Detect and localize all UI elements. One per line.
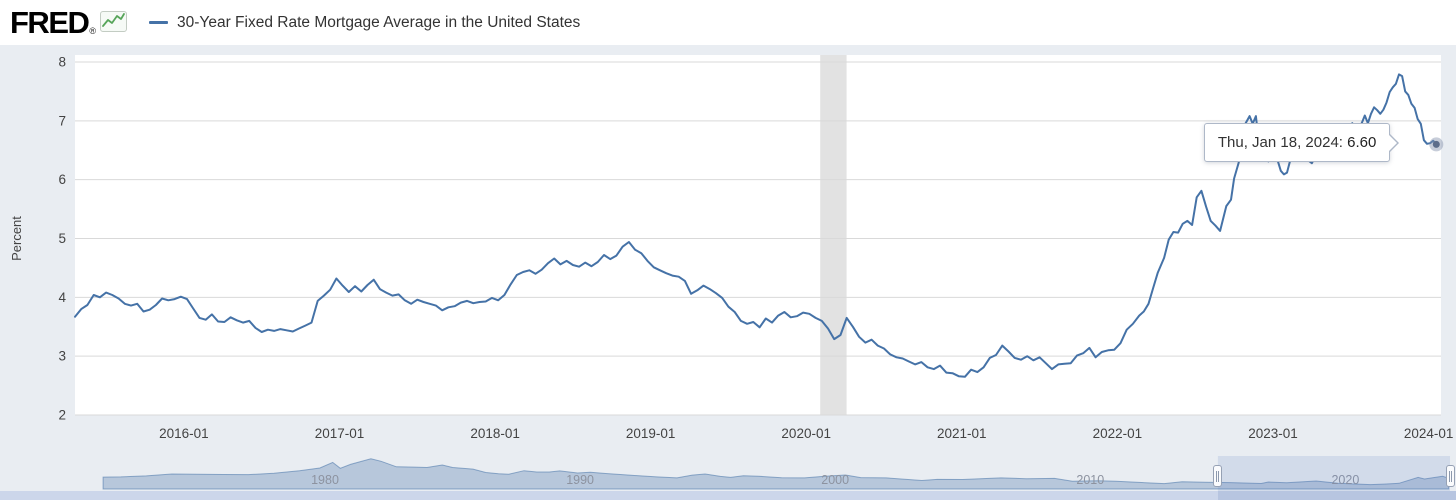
x-tick-label: 2024-01	[1404, 426, 1454, 441]
y-tick-label: 6	[58, 172, 66, 187]
tooltip-date: Thu, Jan 18, 2024:	[1217, 134, 1343, 152]
y-tick-label: 5	[58, 231, 66, 246]
slider-decade-label: 2000	[821, 473, 849, 487]
recession-band	[820, 55, 847, 415]
hover-tooltip: Thu, Jan 18, 2024: 6.60	[1203, 123, 1400, 163]
main-chart[interactable]: 2 3 4 5 6 7 8 2016-01 2017-01 2018-01 2019-01 2020-…	[0, 45, 1456, 455]
end-marker[interactable]	[1432, 140, 1440, 148]
slider-handle-left[interactable]	[1213, 465, 1223, 487]
plot-area[interactable]	[75, 55, 1441, 415]
x-tick-label: 2023-01	[1248, 426, 1298, 441]
x-tick-label: 2019-01	[626, 426, 676, 441]
slider-selection[interactable]	[1217, 456, 1450, 492]
y-axis-title: Percent	[9, 216, 24, 261]
series-title: 30-Year Fixed Rate Mortgage Average in t…	[177, 13, 581, 31]
y-tick-label: 2	[58, 408, 66, 423]
range-slider[interactable]: 1980 1990 2000 2010 2020	[0, 455, 1456, 500]
slider-handle-right[interactable]	[1445, 465, 1455, 487]
legend-line-sample	[149, 21, 169, 24]
x-tick-label: 2021-01	[937, 426, 987, 441]
y-tick-label: 4	[58, 290, 66, 305]
slider-thumb[interactable]	[1217, 491, 1456, 500]
x-tick-label: 2020-01	[781, 426, 831, 441]
slider-decade-label: 1990	[566, 473, 594, 487]
slider-area-series[interactable]	[102, 458, 1450, 490]
slider-minichart[interactable]: 1980 1990 2000 2010 2020	[0, 456, 1456, 492]
slider-decade-label: 1980	[311, 473, 339, 487]
header: FRED ® 30-Year Fixed Rate Mortgage Avera…	[0, 0, 1456, 45]
slider-decade-label: 2010	[1076, 473, 1104, 487]
y-tick-label: 7	[58, 113, 66, 128]
fred-logo-text: FRED	[10, 4, 90, 40]
fred-logo[interactable]: FRED ®	[10, 4, 128, 42]
y-tick-label: 8	[58, 55, 66, 70]
x-tick-label: 2017-01	[315, 426, 365, 441]
chart-region: 2 3 4 5 6 7 8 2016-01 2017-01 2018-01 2019-01 2020-…	[0, 45, 1456, 455]
slider-track[interactable]	[0, 491, 1456, 500]
registered-mark: ®	[89, 25, 97, 36]
x-tick-label: 2016-01	[159, 426, 209, 441]
y-tick-label: 3	[58, 349, 66, 364]
tooltip-value: 6.60	[1347, 134, 1377, 152]
x-tick-label: 2022-01	[1093, 426, 1143, 441]
slider-decade-label: 2020	[1331, 473, 1359, 487]
fred-sparkline-icon	[100, 10, 128, 32]
legend: 30-Year Fixed Rate Mortgage Average in t…	[149, 14, 580, 32]
x-tick-label: 2018-01	[470, 426, 520, 441]
